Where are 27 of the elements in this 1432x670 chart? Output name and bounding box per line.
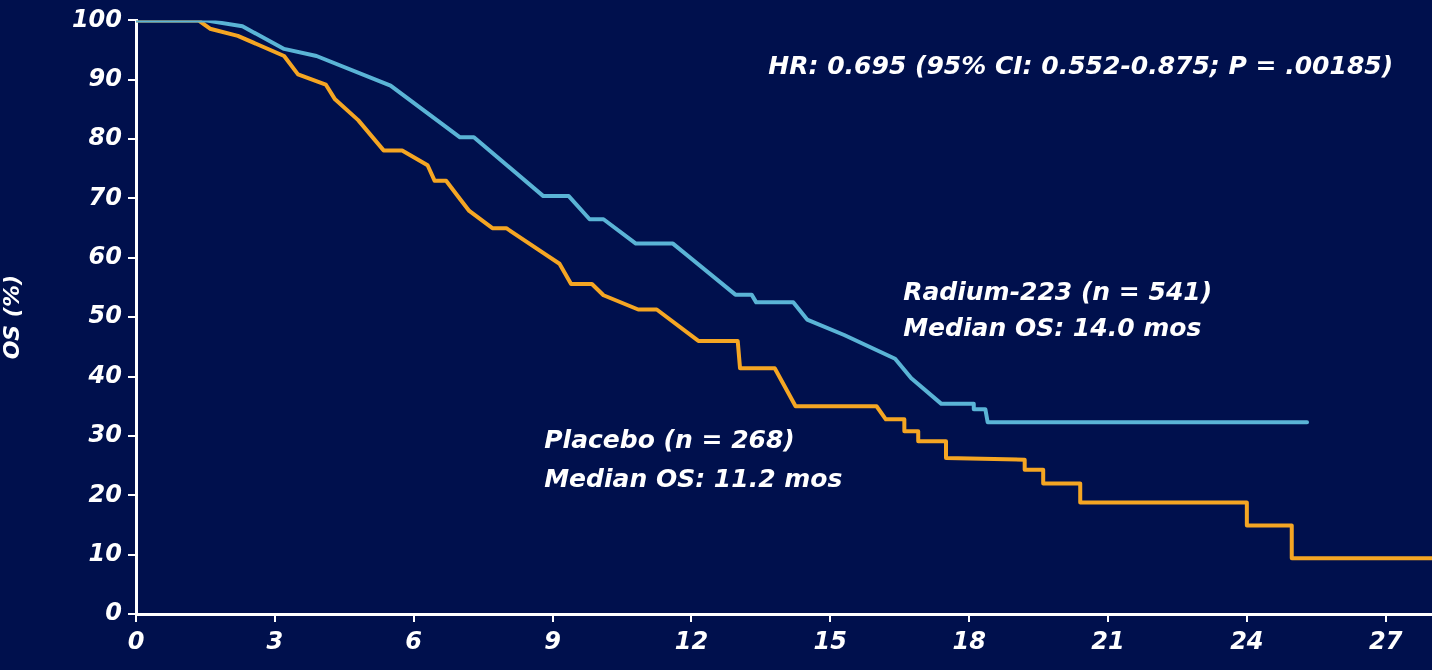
annotation: HR: 0.695 (95% CI: 0.552-0.875; P = .00185) bbox=[768, 51, 1394, 81]
y-axis-title: OS (%) bbox=[0, 275, 24, 360]
x-tick-label: 27 bbox=[1369, 626, 1403, 655]
y-tick-label: 30 bbox=[88, 420, 122, 449]
y-tick-label: 20 bbox=[88, 479, 122, 508]
series-label: Placebo (n = 268) bbox=[544, 425, 795, 455]
y-tick-label: 70 bbox=[88, 182, 122, 211]
x-tick-label: 21 bbox=[1091, 626, 1125, 655]
x-tick-label: 9 bbox=[544, 626, 561, 655]
y-tick-label: 90 bbox=[88, 63, 122, 92]
x-tick-label: 6 bbox=[405, 626, 423, 655]
x-tick-label: 12 bbox=[674, 626, 709, 655]
y-tick-label: 10 bbox=[88, 538, 122, 567]
x-tick-label: 0 bbox=[127, 626, 145, 655]
text: Radium-223 (n = 541) bbox=[903, 276, 1213, 306]
x-tick-label: 18 bbox=[952, 626, 986, 655]
y-tick-label: 60 bbox=[88, 242, 122, 271]
x-tick-label: 15 bbox=[813, 626, 847, 655]
x-tick-label: 3 bbox=[266, 626, 284, 655]
y-tick-label: 80 bbox=[88, 123, 122, 152]
x-tick-label: 24 bbox=[1230, 626, 1264, 655]
y-tick-label: 0 bbox=[105, 598, 122, 627]
y-tick-label: 100 bbox=[71, 4, 122, 33]
y-tick-label: 50 bbox=[88, 301, 122, 330]
annotation: Median OS: 11.2 mos bbox=[544, 463, 843, 493]
y-tick-label: 40 bbox=[87, 360, 122, 389]
annotation: Median OS: 14.0 mos bbox=[903, 312, 1202, 342]
